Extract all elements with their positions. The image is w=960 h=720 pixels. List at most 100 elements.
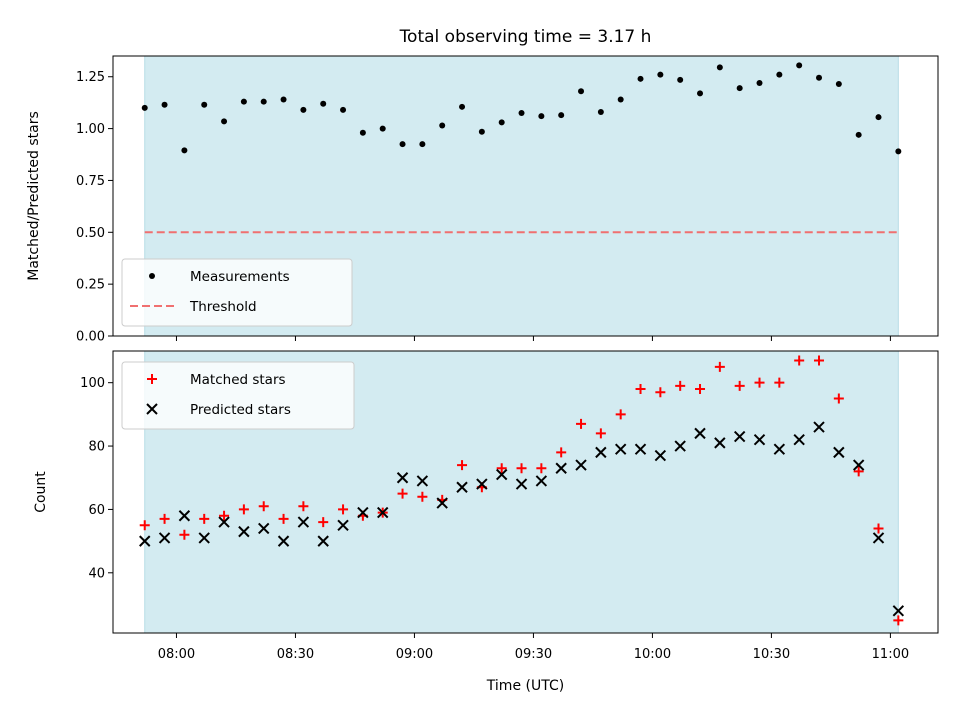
matched-star-point [159, 513, 170, 524]
matched-star-point [576, 418, 587, 429]
predicted-star-point [753, 434, 766, 446]
predicted-star-point [614, 443, 627, 455]
measurement-point [181, 147, 188, 154]
matched-star-point [139, 520, 150, 531]
predicted-star-point [456, 481, 468, 493]
y-tick-label: 1.00 [76, 122, 105, 137]
predicted-star-point [852, 459, 865, 471]
measurement-point [796, 62, 803, 69]
matched-star-point [675, 380, 686, 391]
matched-star-point [318, 517, 329, 528]
measurement-point [617, 96, 624, 103]
matched-star-point [179, 529, 190, 540]
matched-star-point [298, 501, 309, 512]
predicted-star-point [555, 462, 567, 474]
predicted-star-point [634, 443, 647, 455]
predicted-star-point [793, 434, 805, 446]
y-tick-label: 0.00 [76, 330, 105, 345]
matched-star-point [833, 393, 844, 404]
x-tick-label: 08:30 [277, 647, 314, 662]
y-tick-label: 60 [88, 503, 105, 518]
measurement-point [379, 125, 386, 132]
legend-label: Matched stars [190, 372, 286, 388]
measurement-point [895, 148, 902, 155]
y-tick-label: 0.25 [76, 278, 105, 293]
predicted-star-point [258, 522, 270, 535]
predicted-star-point [575, 459, 587, 471]
y-tick-label: 80 [88, 440, 105, 455]
matched-star-point [635, 384, 646, 395]
legend-swatch [147, 374, 157, 384]
measurement-point [201, 101, 208, 108]
predicted-star-point [357, 506, 369, 519]
predicted-star-point [277, 535, 290, 547]
predicted-star-point [813, 421, 825, 433]
predicted-star-point [515, 478, 528, 490]
predicted-star-point [833, 446, 845, 459]
matched-star-point [556, 447, 567, 458]
legend-label: Threshold [189, 299, 257, 315]
predicted-star-point [476, 478, 488, 490]
measurement-point [300, 106, 307, 113]
measurement-point [340, 106, 347, 113]
plot-frame [112, 55, 939, 337]
matched-star-point [258, 501, 269, 512]
measurement-point [855, 131, 862, 138]
measurement-point [776, 71, 783, 78]
predicted-star-point [674, 440, 686, 452]
measurement-point [498, 119, 505, 126]
matched-star-point [655, 387, 666, 398]
predicted-star-point [297, 516, 310, 528]
measurement-point [459, 103, 466, 110]
predicted-star-point [218, 516, 230, 528]
matched-star-point [338, 504, 349, 515]
measurement-point [260, 98, 267, 105]
matched-star-point [893, 615, 904, 626]
legend-swatch [146, 403, 158, 415]
y-axis-label: Matched/Predicted stars [26, 111, 42, 281]
predicted-star-point [892, 605, 905, 617]
measurement-point [221, 118, 228, 125]
predicted-star-point [238, 525, 250, 538]
measurement-point [439, 122, 446, 129]
x-tick-label: 09:30 [515, 647, 552, 662]
measurement-point [597, 109, 604, 115]
predicted-star-point [733, 430, 746, 443]
x-tick-label: 11:00 [872, 647, 909, 662]
matched-star-point [516, 463, 527, 474]
matched-star-point [496, 463, 507, 474]
matched-star-point [219, 510, 230, 521]
measurement-point [478, 128, 485, 135]
measurement-point [578, 88, 585, 95]
x-tick-label: 10:30 [753, 647, 790, 662]
predicted-star-point [139, 535, 151, 547]
measurement-point [558, 112, 565, 119]
matched-star-point [814, 355, 825, 366]
measurement-point [280, 96, 287, 103]
bottom-panel: 40 60 80 100 08:00 08:30 09:00 09:30 10:00 10:30 1… [33, 350, 939, 694]
predicted-star-point [178, 510, 191, 522]
predicted-star-point [595, 446, 607, 459]
matched-star-point [754, 377, 765, 388]
predicted-star-point [198, 532, 210, 544]
y-axis-label: Count [33, 471, 49, 513]
predicted-star-point [654, 449, 667, 462]
predicted-star-point [495, 468, 508, 481]
y-tick-label: 0.75 [76, 174, 105, 189]
predicted-star-point [416, 475, 429, 487]
measurement-point [816, 74, 823, 81]
measurement-point [756, 79, 763, 86]
measurement-point [399, 141, 406, 148]
legend-swatch [149, 273, 155, 279]
x-tick-label: 10:00 [634, 647, 671, 662]
predicted-star-point [317, 535, 329, 547]
predicted-star-point [535, 475, 548, 487]
matched-star-point [397, 488, 408, 499]
matched-star-point [595, 428, 606, 439]
measurement-point [736, 85, 743, 92]
measurement-point [637, 75, 644, 82]
legend-box [121, 361, 355, 430]
legend-label: Predicted stars [190, 402, 291, 418]
matched-star-point [794, 355, 805, 366]
